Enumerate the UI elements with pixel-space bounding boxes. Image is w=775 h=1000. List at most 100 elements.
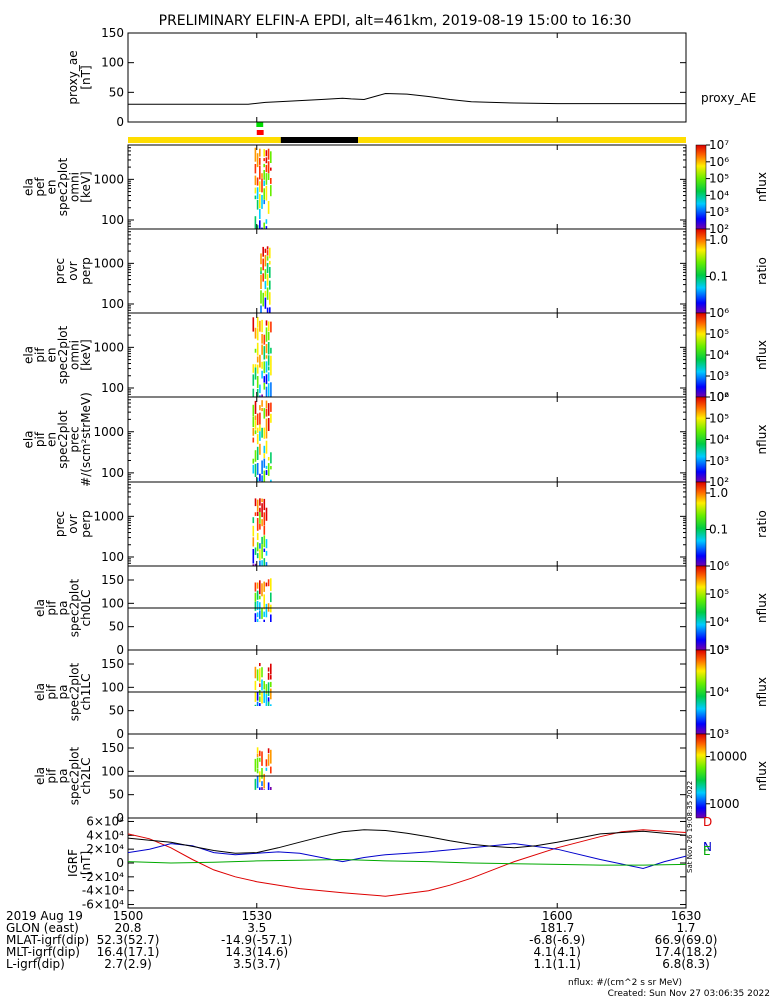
heatmap-cell [261,173,263,178]
heatmap-cell [269,247,271,259]
heatmap-cell [266,246,269,250]
heatmap-cell [261,781,263,787]
heatmap-cell [259,395,261,397]
heatmap-cell [270,614,272,622]
heatmap-cell [267,682,270,696]
date-label: 2019 Aug 19 [6,909,83,923]
science-zone-segment [256,130,264,135]
ephemeris-value: 66.9(69.0) [655,933,718,947]
color-bar: 10² 10³ 10⁴ 10⁵ 10⁶ nflux [695,390,769,489]
heatmap-cell [252,427,255,436]
heatmap-cell [256,701,259,706]
heatmap-cell [256,511,259,516]
heatmap-cell [263,611,265,617]
y-axis-label-line: spec2plot [68,746,82,805]
y-tick-label: 150 [101,26,124,40]
y-axis-label-line: ela [33,767,47,785]
heatmap-cell [254,582,257,592]
heatmap-cell [267,321,270,332]
heatmap-cell [254,778,257,790]
status-bars [128,122,686,143]
y-axis-label-line: ch1LC [79,674,93,711]
heatmap-cell [265,150,268,157]
y-axis-label-line: en [45,432,59,447]
heatmap-cell [266,263,269,274]
heatmap-cell [263,512,266,526]
heatmap-cell [256,590,259,600]
heatmap-cell [267,603,270,612]
heatmap-cell [261,691,263,704]
y-tick-label: 50 [109,85,124,99]
ephemeris-value: 181.7 [540,921,574,935]
heatmap-cell [254,187,257,194]
heatmap-cell [265,562,268,566]
heatmap-cell [262,273,264,282]
heatmap-cell [259,668,261,683]
heatmap-cell [254,691,257,702]
heatmap-cell [261,519,263,527]
heatmap-cell [263,334,266,345]
y-axis-label-line: ela [22,346,36,364]
color-bar-label: 10² [709,222,729,236]
heatmap-cell [261,768,263,779]
heatmap-cell [270,592,272,603]
color-bar-title: nflux [755,593,769,623]
heatmap-cell [252,549,255,564]
heatmap-cell [256,328,259,341]
color-bar-label: 10⁵ [709,411,729,425]
heatmap-cell [262,258,264,271]
heatmap-cell [256,463,259,475]
y-tick-label: 100 [101,213,124,227]
heatmap-cell [261,334,263,344]
heatmap-cell [256,582,259,589]
heatmap-cell [265,327,268,342]
heatmap-cell [259,523,261,530]
heatmap-cell [265,361,268,373]
ephemeris-label: MLT-igrf(dip) [6,945,80,959]
heatmap-cell [263,789,265,790]
heatmap-cell [256,376,259,389]
y-tick-label: 0 [116,856,124,870]
heatmap-cell [270,466,272,470]
heatmap-cell [256,477,259,482]
heatmap-cell [270,347,272,354]
heatmap-cell [263,681,265,690]
heatmap-cell [270,185,272,197]
y-axis-label-line: pa [56,685,70,700]
color-bar-scale [695,649,707,735]
heatmap-cell [256,177,259,186]
heatmap-cell [259,610,261,619]
heatmap-cell [263,581,265,592]
y-axis-label-line: pif [45,768,59,784]
y-axis-label-line: en [45,180,59,195]
ephemeris-label: MLAT-igrf(dip) [6,933,89,947]
heatmap-cell [265,759,268,767]
heatmap-cell [265,603,268,618]
heatmap-cell [263,163,265,168]
heatmap-cell [260,271,262,275]
heatmap-cell [254,601,257,611]
heatmap-cell [265,694,268,706]
heatmap-cell [259,424,261,432]
y-axis-label-line: ovr [66,514,80,533]
ephemeris-label: GLON (east) [6,921,79,935]
color-bar-label: 10⁵ [709,172,729,186]
panel-frame [127,817,687,909]
heatmap-cell [267,418,270,431]
heatmap-cell [256,364,259,374]
heatmap-cell [263,525,266,535]
y-axis-label-line: [nT] [79,851,93,875]
heatmap-cell [270,178,272,184]
color-bar-label: 10³ [709,205,729,219]
heatmap-cell [263,158,265,162]
heatmap-cell [256,342,259,356]
color-bar: 0.1 1.0 ratio [695,481,769,567]
panel-frame [127,144,687,230]
ephemeris-value: -14.9(-57.1) [221,933,292,947]
heatmap-cell [259,165,261,180]
heatmap-cell [254,367,257,380]
heatmap-cell [252,374,255,386]
